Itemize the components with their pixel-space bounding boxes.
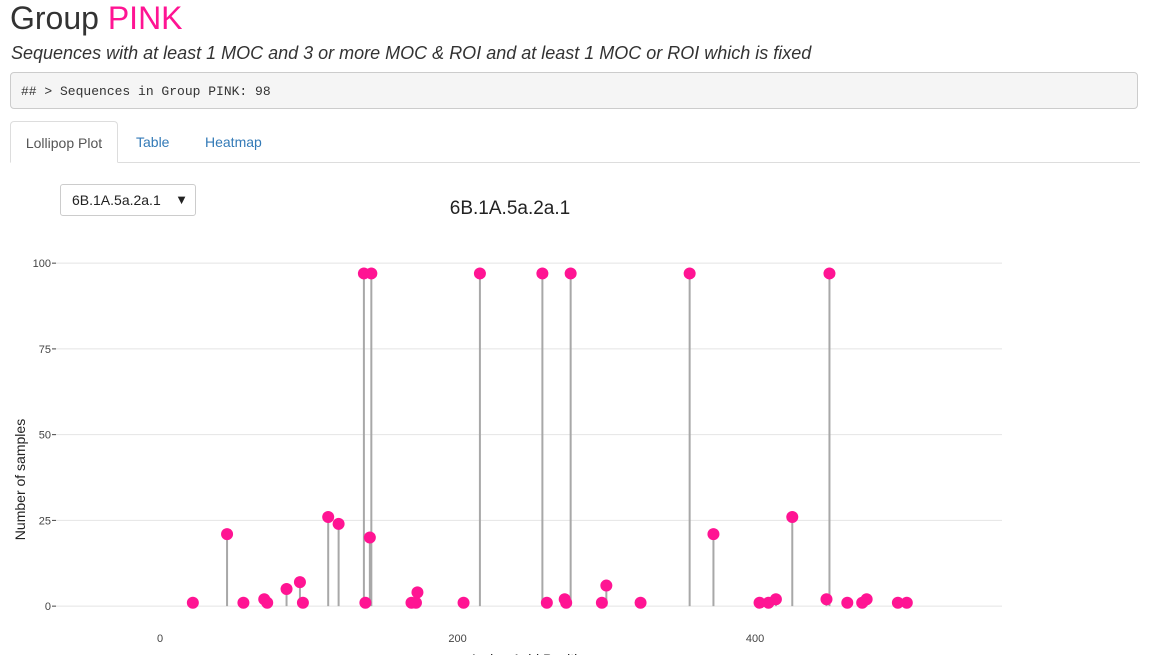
- title-prefix: Group: [10, 0, 99, 36]
- lollipop-point: [634, 596, 647, 609]
- console-output: ## > Sequences in Group PINK: 98: [10, 72, 1138, 109]
- tab-bar: Lollipop Plot Table Heatmap: [10, 121, 1140, 163]
- lollipop-point: [409, 596, 422, 609]
- lollipop-point: [359, 596, 372, 609]
- chevron-down-icon: ▼: [175, 192, 188, 207]
- lollipop-point: [536, 267, 549, 280]
- page-subtitle: Sequences with at least 1 MOC and 3 or m…: [11, 43, 812, 63]
- y-tick-label: 25: [39, 515, 51, 527]
- lollipop-point: [332, 517, 345, 530]
- lollipop-point: [261, 596, 274, 609]
- lollipop-point: [860, 593, 873, 606]
- lollipop-point: [186, 596, 199, 609]
- tab-table[interactable]: Table: [136, 134, 170, 150]
- lollipop-point: [540, 596, 553, 609]
- tab-heatmap[interactable]: Heatmap: [205, 134, 262, 150]
- lollipop-point: [595, 596, 608, 609]
- x-axis-title: Amino Acid Position: [469, 651, 593, 655]
- lollipop-point: [293, 576, 306, 589]
- lollipop-point: [365, 267, 378, 280]
- lollipop-point: [823, 267, 836, 280]
- lollipop-point: [322, 510, 335, 523]
- title-accent: PINK: [107, 0, 183, 36]
- y-tick-label: 100: [33, 258, 51, 270]
- lineage-select-value: 6B.1A.5a.2a.1: [72, 192, 161, 208]
- lollipop-point: [600, 579, 613, 592]
- y-tick-label: 50: [39, 430, 51, 442]
- lollipop-point: [891, 596, 904, 609]
- y-tick-label: 75: [39, 344, 51, 356]
- lollipop-point: [296, 596, 309, 609]
- lollipop-point: [363, 531, 376, 544]
- lollipop-point: [841, 596, 854, 609]
- chart-title: 6B.1A.5a.2a.1: [450, 198, 570, 219]
- lollipop-point: [560, 596, 573, 609]
- lollipop-point: [683, 267, 696, 280]
- x-tick-label: 0: [157, 633, 163, 645]
- x-tick-label: 400: [746, 633, 764, 645]
- lollipop-point: [473, 267, 486, 280]
- y-axis-title: Number of samples: [12, 419, 28, 540]
- lollipop-point: [411, 586, 424, 599]
- lollipop-point: [237, 596, 250, 609]
- tab-lollipop-plot[interactable]: Lollipop Plot: [10, 121, 118, 163]
- lollipop-point: [457, 596, 470, 609]
- x-tick-label: 200: [448, 633, 466, 645]
- lollipop-point: [280, 582, 293, 595]
- lollipop-point: [564, 267, 577, 280]
- lollipop-chart: 6B.1A.5a.2a.1 0 25 50 75 100 0 200 400 Amino Acid…: [12, 198, 1002, 655]
- lollipop-point: [786, 510, 799, 523]
- lollipop-point: [753, 596, 766, 609]
- lollipop-point: [769, 593, 782, 606]
- lollipop-point: [221, 528, 234, 541]
- lineage-select[interactable]: 6B.1A.5a.2a.1 ▼: [60, 184, 196, 216]
- page-title: Group PINK: [10, 0, 183, 38]
- y-tick-label: 0: [45, 601, 51, 613]
- lollipop-point: [900, 596, 913, 609]
- lollipop-point: [707, 528, 720, 541]
- lollipop-point: [820, 593, 833, 606]
